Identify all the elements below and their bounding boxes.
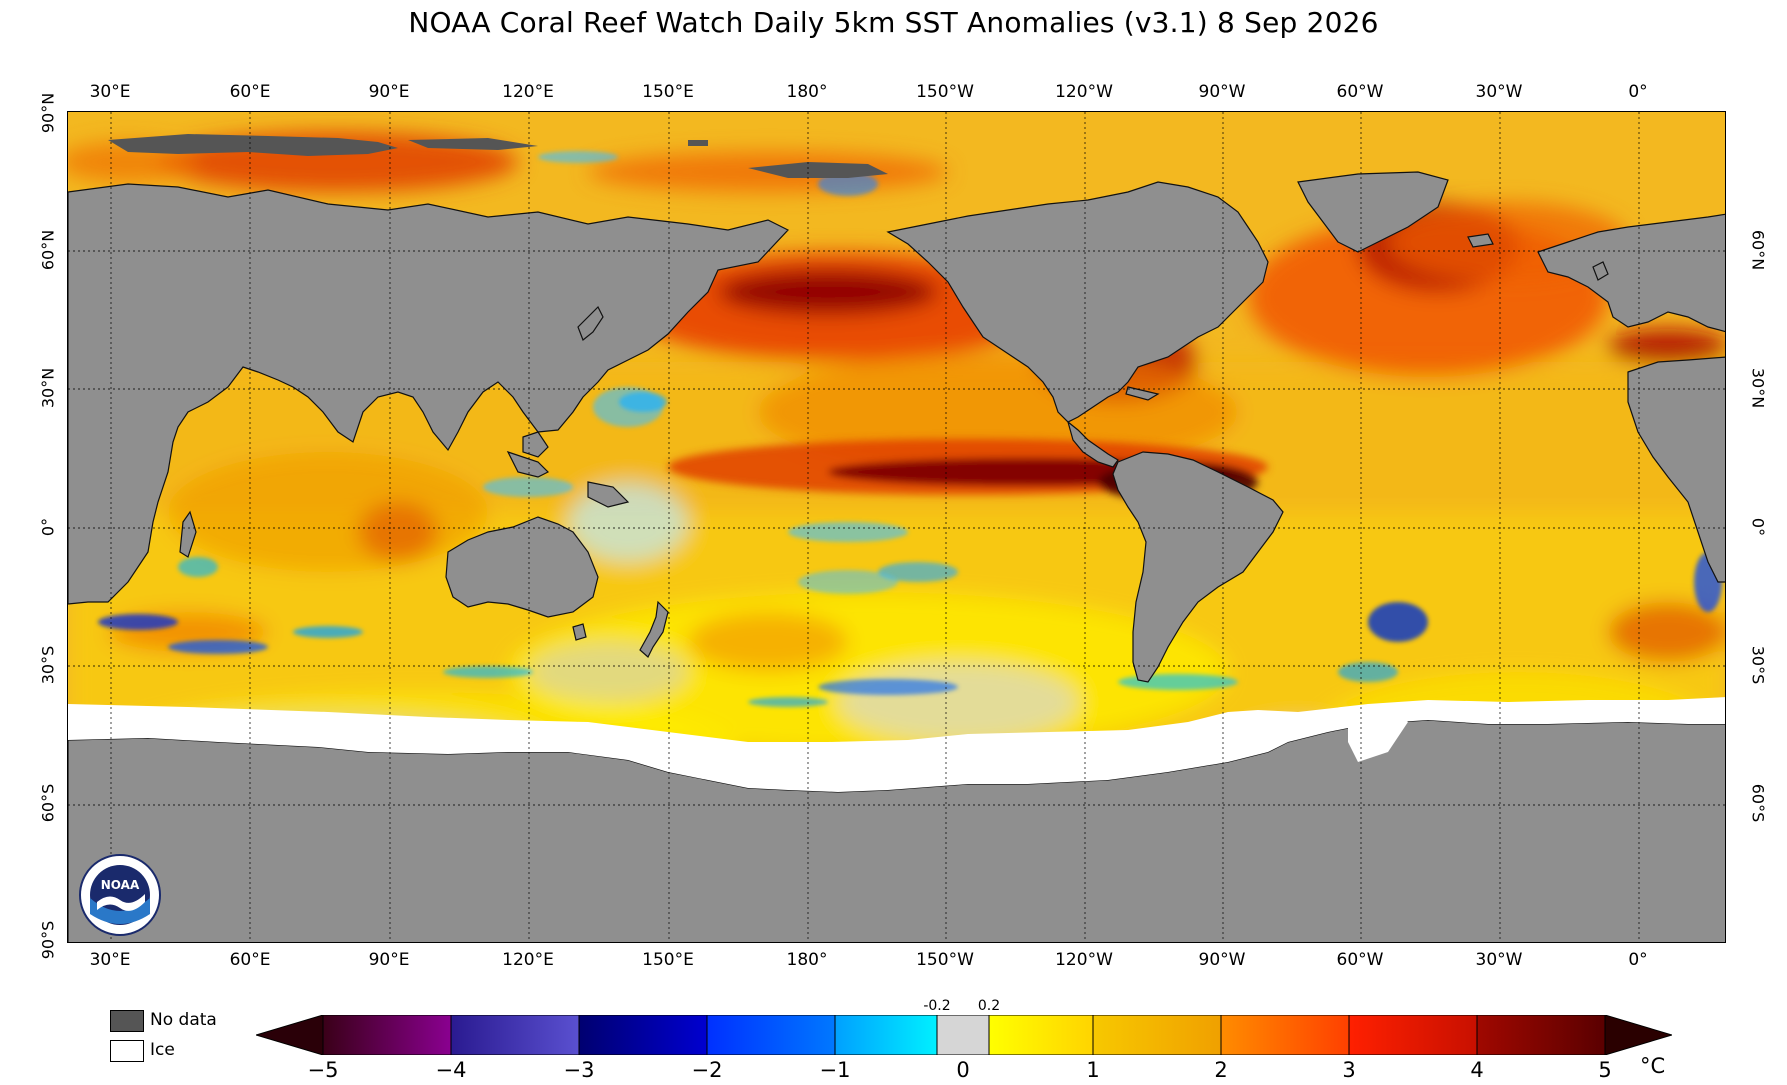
colorbar-tick-label: 5: [1598, 1058, 1612, 1082]
graticule: [68, 112, 1725, 942]
cold-anomaly-patches: [98, 151, 1722, 707]
longitude-label-bottom: 150°W: [916, 950, 974, 970]
latitude-label-right: 0°: [1748, 517, 1768, 537]
longitude-label-bottom: 90°E: [368, 950, 410, 970]
latitude-label-left: 60°S: [38, 783, 58, 823]
colorbar-tick-label: 0: [956, 1058, 970, 1082]
colorbar-tick-label: −3: [563, 1058, 595, 1082]
colorbar-small-label: 0.2: [977, 998, 1001, 1014]
longitude-label-top: 90°W: [1198, 82, 1246, 102]
colorbar-bin: [1476, 1015, 1606, 1055]
colorbar: [256, 1015, 1672, 1055]
ice-label: Ice: [150, 1040, 175, 1060]
colorbar-small-label: -0.2: [923, 998, 951, 1014]
colorbar-high-arrow: [1604, 1015, 1672, 1055]
land-south-america: [1112, 451, 1284, 683]
sea-ice: [68, 697, 1725, 792]
land-masses: [68, 171, 1725, 942]
land-north-america: [886, 181, 1269, 423]
colorbar-low-arrow: [256, 1015, 324, 1055]
colorbar-bin: [1348, 1015, 1478, 1055]
longitude-label-bottom: 60°W: [1336, 950, 1384, 970]
longitude-label-bottom: 120°W: [1055, 950, 1113, 970]
noaa-logo: NOAA: [79, 854, 161, 936]
longitude-label-top: 60°E: [229, 82, 271, 102]
colorbar-bin: [706, 1015, 836, 1055]
longitude-label-top: 0°: [1628, 82, 1648, 102]
longitude-label-top: 150°W: [916, 82, 974, 102]
latitude-label-right: 60°N: [1748, 229, 1768, 271]
map-title: NOAA Coral Reef Watch Daily 5km SST Anom…: [408, 6, 1379, 39]
land-australia: [445, 516, 599, 618]
longitude-label-bottom: 150°E: [642, 950, 694, 970]
longitude-label-bottom: 0°: [1628, 950, 1648, 970]
colorbar-tick-label: 4: [1470, 1058, 1484, 1082]
longitude-label-bottom: 30°E: [89, 950, 131, 970]
longitude-label-top: 120°E: [502, 82, 554, 102]
colorbar-bin: [1220, 1015, 1350, 1055]
latitude-label-left: 90°N: [38, 92, 58, 134]
land-europe: [1537, 213, 1725, 333]
land-greenland: [1297, 171, 1449, 253]
land-british-isles: [1592, 261, 1609, 281]
colorbar-bin: [834, 1015, 938, 1055]
colorbar-bin: [450, 1015, 580, 1055]
longitude-label-bottom: 90°W: [1198, 950, 1246, 970]
ice-swatch: [110, 1040, 144, 1062]
colorbar-tick-label: −5: [307, 1058, 339, 1082]
longitude-label-top: 90°E: [368, 82, 410, 102]
longitude-label-bottom: 180°: [786, 950, 828, 970]
land-central-america: [1066, 420, 1119, 468]
longitude-label-top: 120°W: [1055, 82, 1113, 102]
land-tasmania: [572, 623, 587, 641]
land-africa-west: [1627, 356, 1725, 583]
colorbar-tick-label: 2: [1214, 1058, 1228, 1082]
longitude-label-top: 30°E: [89, 82, 131, 102]
latitude-label-left: 30°S: [38, 645, 58, 685]
land-cuba: [1125, 386, 1160, 401]
longitude-label-bottom: 60°E: [229, 950, 271, 970]
longitude-label-top: 60°W: [1336, 82, 1384, 102]
longitude-label-bottom: 30°W: [1475, 950, 1523, 970]
land-japan: [577, 305, 604, 341]
colorbar-bin: [322, 1015, 452, 1055]
colorbar-tick-label: −2: [691, 1058, 723, 1082]
longitude-label-top: 150°E: [642, 82, 694, 102]
latitude-label-left: 0°: [38, 517, 58, 537]
colorbar-unit: °C: [1640, 1054, 1666, 1078]
latitude-label-right: 30°S: [1748, 645, 1768, 685]
colorbar-bin: [1092, 1015, 1222, 1055]
latitude-label-left: 90°S: [38, 920, 58, 960]
land-eurasia-africa: [68, 183, 789, 605]
colorbar-tick-label: 3: [1342, 1058, 1356, 1082]
latitude-label-left: 30°N: [38, 367, 58, 409]
latitude-label-right: 60°S: [1748, 783, 1768, 823]
longitude-label-top: 30°W: [1475, 82, 1523, 102]
no-data-swatch: [110, 1010, 144, 1032]
sst-anomaly-map[interactable]: [67, 111, 1726, 943]
longitude-label-top: 180°: [786, 82, 828, 102]
land-indonesia: [506, 450, 550, 478]
land-madagascar: [179, 510, 197, 558]
latitude-label-right: 30°N: [1748, 367, 1768, 409]
no-data-areas: [108, 134, 888, 178]
colorbar-tick-label: −4: [435, 1058, 467, 1082]
latitude-label-left: 60°N: [38, 229, 58, 271]
colorbar-tick-label: 1: [1086, 1058, 1100, 1082]
svg-text:NOAA: NOAA: [101, 878, 140, 892]
colorbar-bin: [936, 1015, 990, 1055]
longitude-label-bottom: 120°E: [502, 950, 554, 970]
land-iceland: [1467, 233, 1494, 248]
land-new-guinea: [587, 481, 630, 508]
colorbar-tick-label: −1: [819, 1058, 851, 1082]
land-new-zealand: [639, 600, 669, 658]
colorbar-bin: [578, 1015, 708, 1055]
no-data-label: No data: [150, 1010, 217, 1030]
colorbar-bin: [988, 1015, 1094, 1055]
